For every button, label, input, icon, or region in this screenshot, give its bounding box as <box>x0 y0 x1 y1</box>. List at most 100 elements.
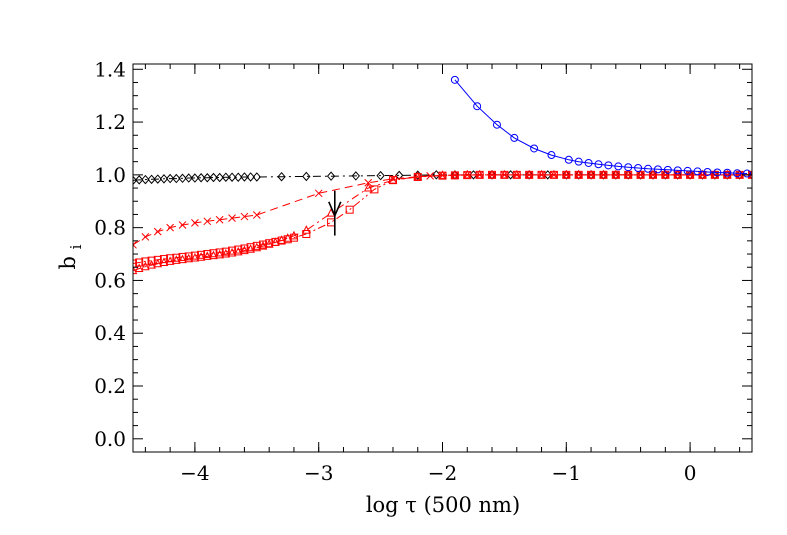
series-1-point-5 <box>191 219 199 227</box>
series-1-point-31 <box>624 171 633 179</box>
series-0-point-25 <box>376 170 385 181</box>
series-0-point-21 <box>277 171 286 182</box>
series-4-line <box>454 79 748 174</box>
series-3-point-38 <box>500 170 509 179</box>
series-4-point-1 <box>473 102 482 111</box>
series-3-point-5 <box>159 255 168 264</box>
series-3-point-11 <box>197 250 206 259</box>
series-0-point-18 <box>240 172 249 182</box>
series-2-point-14 <box>215 249 224 259</box>
series-4-point-23 <box>733 169 742 178</box>
series-3-point-16 <box>228 246 237 255</box>
series-0-point-13 <box>209 172 218 183</box>
series-3-point-24 <box>277 236 286 245</box>
series-1-point-2 <box>153 227 162 236</box>
series-0-point-1 <box>135 175 144 185</box>
series-1-point-1 <box>141 233 150 241</box>
series-3-point-18 <box>240 244 249 253</box>
series-0-point-24 <box>351 171 361 181</box>
series-3-point-33 <box>438 171 447 180</box>
series-2-point-15 <box>221 248 231 258</box>
series-0-point-8 <box>178 173 187 184</box>
series-3-point-29 <box>345 205 354 214</box>
series-3-point-27 <box>302 229 311 238</box>
series-4-point-11 <box>614 162 623 171</box>
series-0-point-11 <box>196 173 206 183</box>
y-tick-label-0: 0.0 <box>94 427 126 451</box>
x-tick-label-0: −4 <box>180 461 209 485</box>
series-1-point-41 <box>748 171 752 179</box>
series-2-point-29 <box>363 182 373 192</box>
series-4-point-15 <box>653 165 662 174</box>
series-0-point-50 <box>747 170 752 180</box>
series-3-point-37 <box>488 170 497 179</box>
series-3-point-28 <box>327 218 336 227</box>
series-1-point-25 <box>550 171 558 179</box>
series-0-line <box>133 174 752 181</box>
series-0-point-4 <box>153 174 162 184</box>
y-tick-label-2: 0.4 <box>94 321 126 345</box>
series-0-point-10 <box>190 173 200 183</box>
series-1-point-3 <box>166 223 174 232</box>
series-3-point-36 <box>475 170 484 179</box>
series-0-point-23 <box>326 171 336 181</box>
series-3-point-43 <box>562 170 571 179</box>
series-3-point-56 <box>723 170 732 179</box>
series-3-point-42 <box>549 170 558 179</box>
x-tick-label-2: −2 <box>428 461 457 485</box>
series-2-point-33 <box>450 170 460 179</box>
y-tick-label-6: 1.2 <box>94 110 126 134</box>
series-3-point-49 <box>636 170 645 179</box>
series-3-point-4 <box>153 255 162 264</box>
series-4-circle <box>450 75 752 178</box>
series-3-point-50 <box>648 170 657 179</box>
series-3-point-13 <box>209 249 218 258</box>
annotation-arrowhead <box>328 201 342 218</box>
series-4-point-4 <box>530 144 539 153</box>
series-1-point-4 <box>178 221 187 229</box>
series-0-point-12 <box>203 173 212 183</box>
series-3-point-21 <box>258 240 267 249</box>
series-0-point-9 <box>184 173 193 183</box>
series-4-point-14 <box>644 164 653 173</box>
series-3-point-3 <box>147 256 156 265</box>
series-3-point-44 <box>574 170 583 179</box>
series-1-point-33 <box>649 171 657 179</box>
y-tick-label-4: 0.8 <box>94 216 126 240</box>
series-4-point-10 <box>604 161 613 170</box>
series-4-point-16 <box>663 165 672 174</box>
series-0-point-16 <box>227 172 237 182</box>
series-0-point-3 <box>147 174 156 185</box>
series-3-point-46 <box>599 170 608 179</box>
series-2-point-1 <box>134 263 144 273</box>
series-2-point-20 <box>252 242 262 252</box>
series-2-point-16 <box>227 247 237 257</box>
series-3-point-40 <box>525 170 534 179</box>
series-3-point-32 <box>413 172 422 181</box>
series-4-point-17 <box>673 166 682 175</box>
series-2-point-18 <box>240 245 249 255</box>
series-3-square <box>133 170 752 268</box>
y-tick-label-7: 1.4 <box>94 57 126 81</box>
series-3-point-0 <box>133 259 137 268</box>
series-4-point-8 <box>584 158 593 167</box>
series-2-point-10 <box>190 252 200 262</box>
series-3-point-51 <box>661 170 670 179</box>
series-0-diamond <box>133 170 752 186</box>
series-2-point-12 <box>202 251 212 260</box>
series-2-point-13 <box>209 250 218 260</box>
series-3-point-15 <box>221 247 230 256</box>
x-tick-label-4: 0 <box>684 461 697 485</box>
series-4-point-5 <box>547 151 556 160</box>
series-3-point-12 <box>203 250 212 259</box>
series-0-point-15 <box>221 172 231 182</box>
series-0-point-2 <box>141 174 150 185</box>
series-1-x <box>133 171 752 249</box>
series-3-point-22 <box>265 239 274 248</box>
series-1-point-14 <box>413 172 422 181</box>
series-0-point-14 <box>215 172 224 183</box>
series-3-point-2 <box>141 257 150 266</box>
series-3-point-1 <box>135 258 144 267</box>
x-tick-label-1: −3 <box>304 461 333 485</box>
series-3-point-45 <box>587 170 596 179</box>
